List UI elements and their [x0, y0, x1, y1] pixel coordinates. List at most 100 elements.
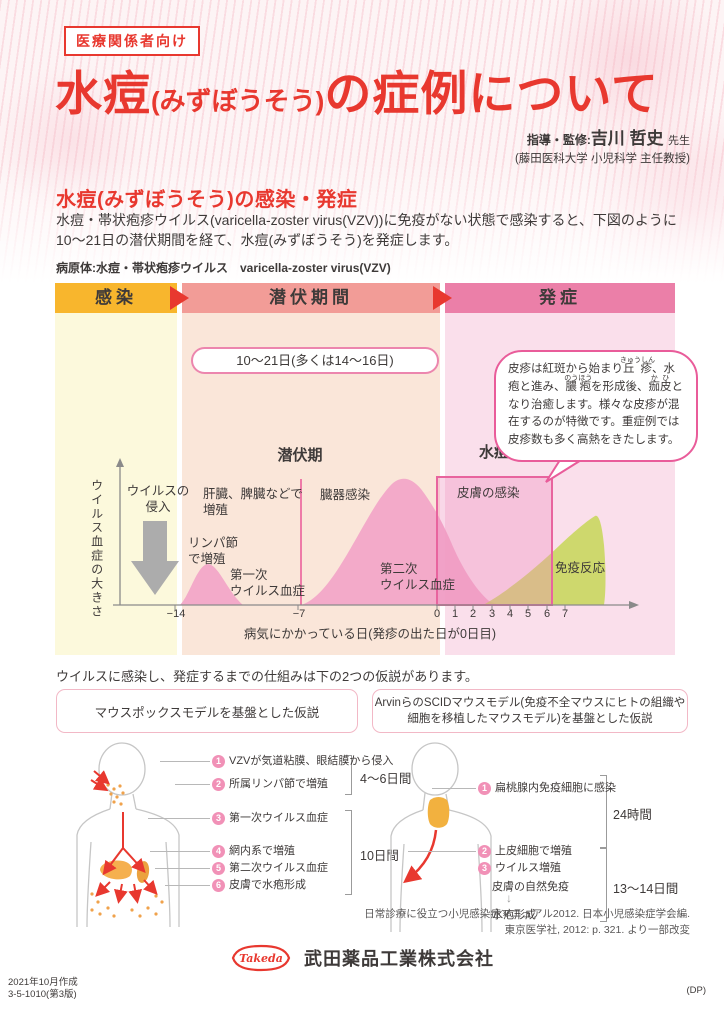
leader-line — [175, 784, 210, 785]
citation-line1: 日常診療に役立つ小児感染症マニュアル2012. 日本小児感染症学会編. — [364, 908, 690, 920]
step-text: 第一次ウイルス血症 — [229, 812, 328, 824]
step-number-badge: 3 — [212, 812, 225, 825]
leader-line — [165, 885, 210, 886]
x-axis-ticks — [174, 605, 566, 610]
step-text: 上皮細胞で増殖 — [495, 845, 572, 857]
rash-description-bubble: 皮疹は紅斑から始まり丘疹きゅうしん、水疱と進み、膿疱のうほうを形成後、痂皮かひと… — [494, 350, 698, 463]
credit-line: 指導・監修:吉川 哲史 先生 — [390, 127, 690, 151]
skin-infection-box — [436, 476, 553, 606]
skin-spots — [90, 783, 164, 918]
left-step-5: 5 第二次ウイルス血症 — [212, 862, 328, 876]
step-number-badge: 3 — [478, 862, 491, 875]
duration-bracket — [600, 848, 607, 922]
leader-line — [148, 818, 210, 819]
page-title: 水痘(みずぼうそう)の症例について — [55, 55, 659, 124]
hypothesis-right-title-line1: ArvinらのSCIDマウスモデル(免疫不全マウスにヒトの組織や — [374, 696, 686, 709]
section-heading: 水痘(みずぼうそう)の感染・発症 — [56, 189, 358, 211]
right-step-3-result: 水疱形成 — [492, 909, 536, 921]
leader-line — [155, 868, 210, 869]
step-number-badge: 6 — [212, 879, 225, 892]
step-number-badge: 2 — [478, 845, 491, 858]
section-body: 水痘・帯状疱疹ウイルス(varicella-zoster virus(VZV))… — [56, 211, 681, 251]
hypotheses-intro: ウイルスに感染し、発症するまでの仕組みは下の2つの仮説があります。 — [56, 669, 478, 684]
label-latent-period: 潜伏期 — [277, 447, 323, 464]
takeda-logo-text: Takeda — [239, 952, 283, 965]
label-second-viremia: 第二次 ウイルス血症 — [380, 562, 456, 593]
incubation-duration-pill: 10〜21日(多くは14〜16日) — [191, 347, 439, 374]
takeda-logo: Takeda — [231, 944, 291, 972]
title-main: 水痘 — [55, 67, 151, 120]
step-text: 所属リンパ節で増殖 — [229, 778, 328, 790]
step-text: VZVが気道粘膜、眼結膜から侵入 — [229, 755, 394, 767]
x-tick: −7 — [292, 608, 306, 620]
hypothesis-right-title-box: ArvinらのSCIDマウスモデル(免疫不全マウスにヒトの組織や 細胞を移植した… — [372, 689, 688, 733]
leader-line — [150, 851, 210, 852]
label-virus-entry: ウイルスの 侵入 — [126, 484, 190, 515]
credit-name: 吉川 哲史 — [590, 129, 664, 148]
x-tick: 1 — [451, 608, 459, 620]
step-text: 皮膚で水疱形成 — [229, 879, 306, 891]
duration-bracket — [600, 775, 607, 848]
title-rest: の症例について — [324, 67, 659, 120]
left-step-1: 1 VZVが気道粘膜、眼結膜から侵入 — [212, 755, 393, 769]
tonsil-blob — [427, 797, 450, 828]
phase-onset-header: 発症 — [445, 283, 675, 313]
citation-line2: 東京医学社, 2012: p. 321. より一部改変 — [504, 923, 690, 936]
label-lymph-node: リンパ節 で増殖 — [188, 536, 239, 567]
label-organ-infection: 臓器感染 — [320, 488, 371, 502]
left-step-2: 2 所属リンパ節で増殖 — [212, 778, 328, 792]
duration-bracket — [345, 755, 352, 795]
first-viremia-curve — [180, 564, 243, 605]
section-body-line1: 水痘・帯状疱疹ウイルス(varicella-zoster virus(VZV))… — [56, 212, 677, 228]
right-step-3: 3 ウイルス増殖 — [478, 862, 561, 876]
pathogen-label: 病原体:水痘・帯状疱疹ウイルス varicella-zoster virus(V… — [56, 261, 391, 275]
document-code: 3-5-1010(第3版) — [8, 989, 77, 1001]
body-outline — [76, 742, 180, 927]
hypothesis-left-title-box: マウスポックスモデルを基盤とした仮説 — [56, 689, 358, 733]
y-axis-label: ウイルス血症の大きさ — [89, 479, 104, 619]
phase-incubation-header: 潜伏期間 — [182, 283, 440, 313]
virus-entry-arrow-icon — [131, 521, 179, 595]
right-step-1: 1 扁桃腺内免疫細胞に感染 — [478, 782, 616, 796]
step-number-badge: 1 — [478, 782, 491, 795]
organs — [100, 860, 150, 883]
viremia-chart — [113, 458, 639, 610]
second-viremia-curve — [301, 478, 505, 605]
x-tick: 5 — [524, 608, 532, 620]
footer-brand: Takeda 武田薬品工業株式会社 — [0, 944, 724, 972]
spread-arrow — [403, 829, 438, 884]
duration-label: 13〜14日間 — [613, 882, 679, 896]
left-step-4: 4 網内系で増殖 — [212, 845, 295, 859]
label-skin-infection: 皮膚の感染 — [457, 486, 520, 500]
step-text: ウイルス増殖 — [495, 862, 561, 874]
x-tick: −14 — [166, 608, 186, 620]
x-tick: 6 — [543, 608, 551, 620]
spread-arrows — [90, 770, 158, 904]
created-date: 2021年10月作成 — [8, 977, 78, 988]
step-text: 網内系で増殖 — [229, 845, 295, 857]
credit-honorific: 先生 — [668, 135, 690, 147]
leader-line — [160, 761, 210, 762]
step-number-badge: 5 — [212, 862, 225, 875]
timeline-diagram: 感染 潜伏期間 発症 10〜21日(多くは14〜16日) — [55, 283, 675, 655]
step-text: 第二次ウイルス血症 — [229, 862, 328, 874]
credit-affiliation: (藤田医科大学 小児科学 主任教授) — [514, 153, 690, 166]
right-body-figure — [390, 742, 492, 932]
step-number-badge: 2 — [212, 778, 225, 791]
footer-meta: 2021年10月作成 3-5-1010(第3版) — [8, 977, 78, 1002]
x-axis-title: 病気にかかっている日(発疹の出た日が0日目) — [243, 627, 497, 641]
label-immune-response: 免疫反応 — [555, 561, 606, 575]
x-tick: 2 — [469, 608, 477, 620]
section-body-line2: 10〜21日の潜伏期間を経て、水痘(みずぼうそう)を発症します。 — [56, 231, 459, 248]
duration-label: 4〜6日間 — [360, 772, 412, 786]
label-first-viremia: 第一次 ウイルス血症 — [230, 568, 306, 599]
leader-line — [408, 851, 476, 852]
phase-column-infection: 感染 — [55, 283, 177, 655]
right-step-3-sub: 皮膚の自然免疫 — [492, 881, 569, 893]
leader-line — [432, 788, 476, 789]
left-step-3: 3 第一次ウイルス血症 — [212, 812, 328, 826]
x-tick: 0 — [433, 608, 441, 620]
left-step-6: 6 皮膚で水疱形成 — [212, 879, 306, 893]
audience-badge: 医療関係者向け — [64, 26, 200, 56]
